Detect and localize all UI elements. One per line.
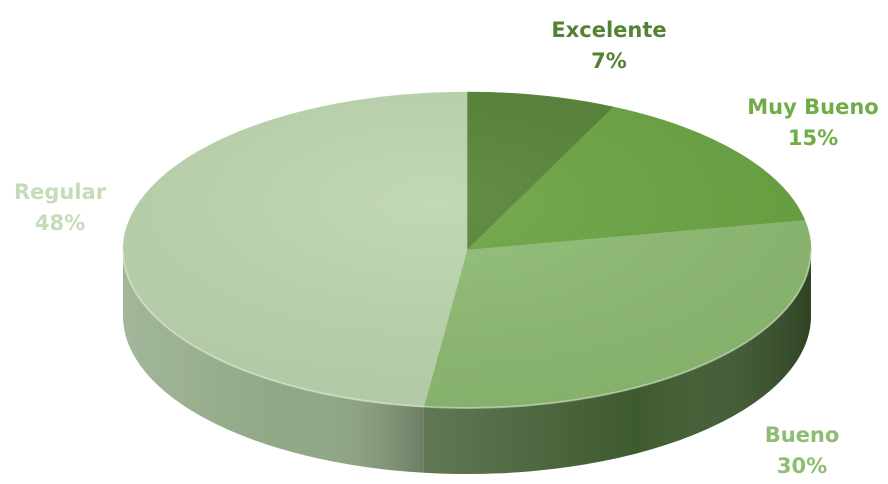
- pie-rim-highlight: [122, 249, 812, 409]
- slice-category-bueno: Bueno: [764, 423, 840, 447]
- slice-label-regular: Regular 48%: [14, 177, 106, 239]
- slice-side-shade-regular: [123, 250, 424, 473]
- slice-category-excelente: Excelente: [551, 18, 667, 42]
- slice-value-bueno: 30%: [776, 454, 828, 478]
- slice-value-muy-bueno: 15%: [787, 126, 839, 150]
- slice-value-regular: 48%: [34, 211, 86, 235]
- slice-category-regular: Regular: [13, 180, 107, 204]
- slice-value-excelente: 7%: [591, 49, 627, 73]
- slice-side-shade-bueno: [423, 250, 811, 474]
- pie-top-lighting: [123, 92, 811, 408]
- slice-label-bueno: Bueno 30%: [765, 420, 840, 482]
- slice-category-muy-bueno: Muy Bueno: [747, 95, 879, 119]
- slice-label-muy-bueno: Muy Bueno 15%: [747, 92, 878, 154]
- slice-label-excelente: Excelente 7%: [551, 15, 666, 77]
